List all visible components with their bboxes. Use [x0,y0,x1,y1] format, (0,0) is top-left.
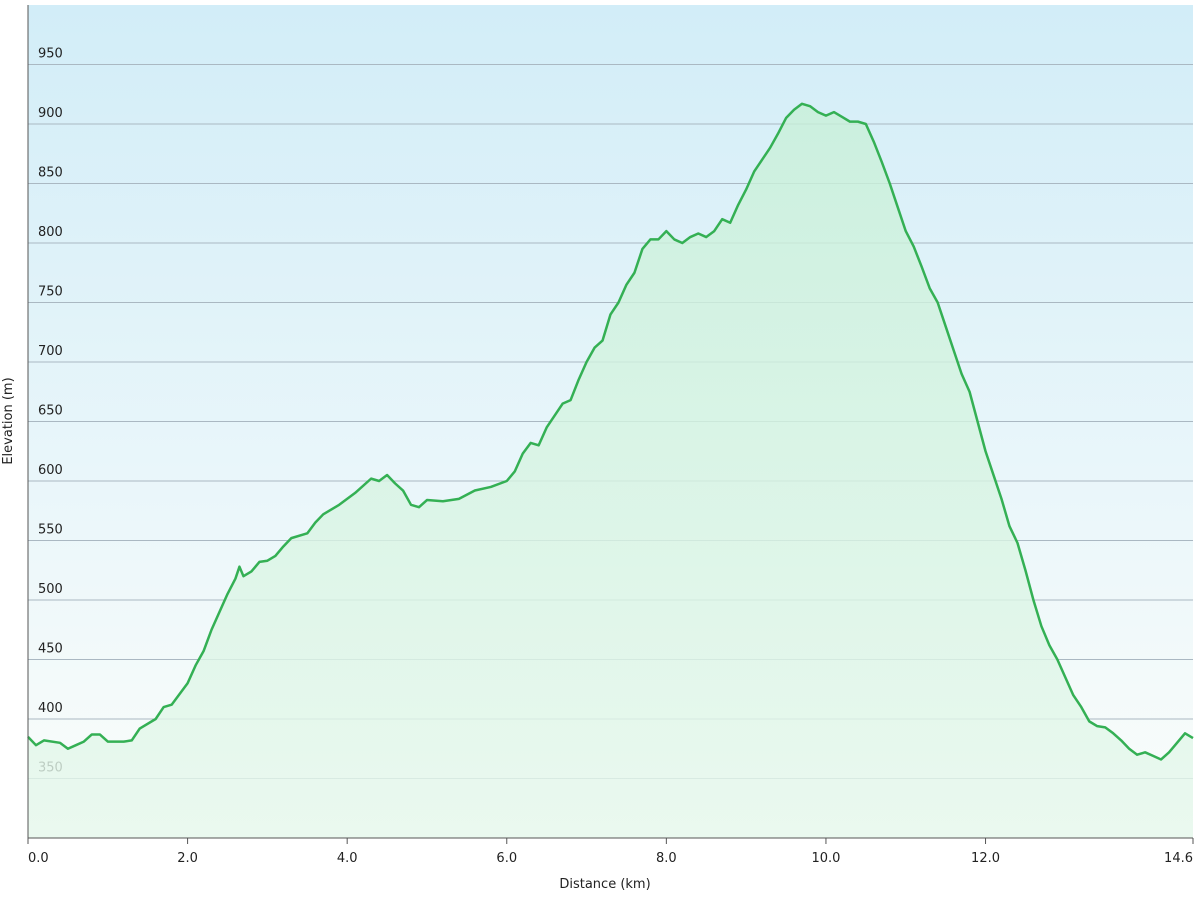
y-tick-label: 600 [38,463,63,478]
y-tick-label: 500 [38,582,63,597]
y-tick-label: 800 [38,225,63,240]
x-axis-label: Distance (km) [559,877,650,892]
x-tick-label: 8.0 [656,851,677,866]
x-tick-label: 6.0 [496,851,517,866]
y-tick-label: 750 [38,285,63,300]
y-tick-label: 700 [38,344,63,359]
x-tick-label: 0.0 [28,851,49,866]
y-tick-label: 900 [38,106,63,121]
area-fill [28,103,1193,838]
y-tick-label: 850 [38,166,63,181]
elevation-line [27,102,1194,761]
y-tick-label: 400 [38,701,63,716]
x-tick-label: 12.0 [971,851,1000,866]
y-tick-label: 650 [38,404,63,419]
x-tick-label: 4.0 [337,851,358,866]
x-tick-label: 2.0 [177,851,198,866]
y-axis-label: Elevation (m) [1,377,16,464]
x-tick-label: 14.6 [1164,851,1193,866]
y-tick-label: 950 [38,47,63,62]
y-tick-label: 550 [38,523,63,538]
x-tick-label: 10.0 [811,851,840,866]
y-tick-label: 450 [38,642,63,657]
